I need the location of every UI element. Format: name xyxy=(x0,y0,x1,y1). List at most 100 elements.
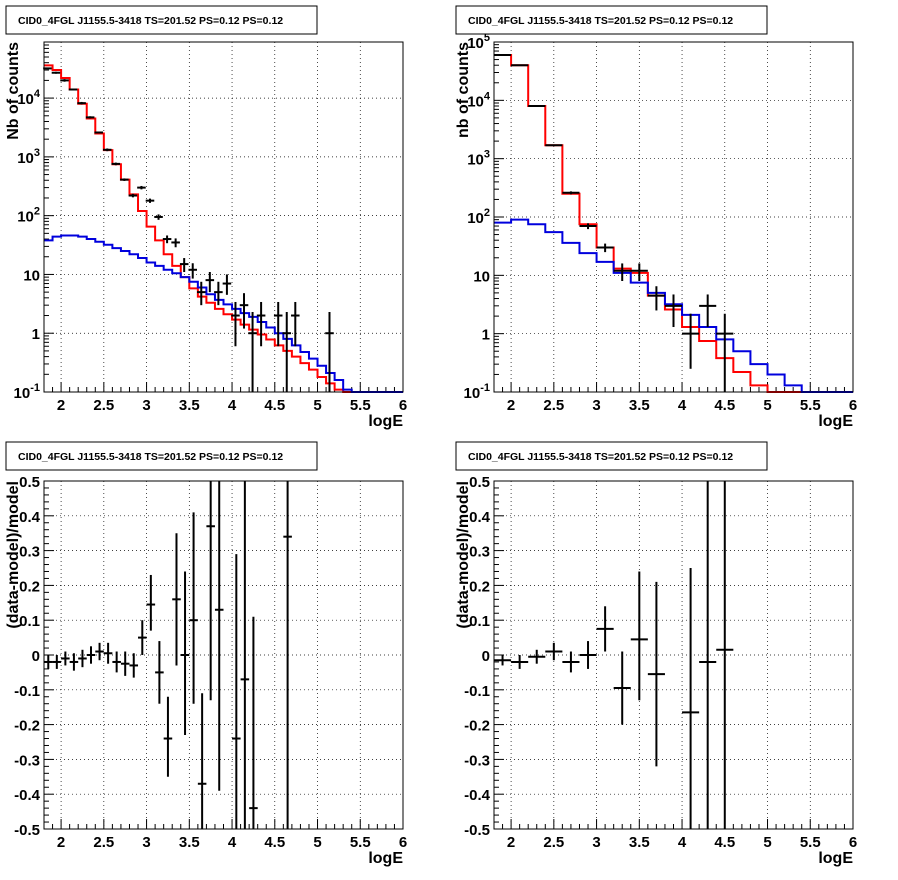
x-tick-label: 5 xyxy=(313,834,321,851)
data-point xyxy=(579,223,597,230)
y-tick-label: 10-1 xyxy=(464,382,490,402)
y-tick-label: 0.4 xyxy=(19,509,41,526)
x-tick-label: 5 xyxy=(313,397,321,414)
y-axis-label: Nb of counts xyxy=(5,42,22,140)
data-point xyxy=(68,88,78,91)
panel-residuals-left: 2 2.5 3 3.5 4 4.5 5 5.5 6 -0.5 -0.4 -0.3 -0.2 -0.1 0 0.… xyxy=(5,441,407,867)
data-point xyxy=(545,144,563,147)
data-point xyxy=(630,263,648,281)
data-point xyxy=(154,214,163,220)
data-point xyxy=(528,649,546,664)
y-tick-label: -0.3 xyxy=(14,752,40,769)
x-tick-label: 2 xyxy=(57,397,65,414)
data-point xyxy=(77,101,86,105)
y-tick-label: 102 xyxy=(467,207,490,227)
data-point xyxy=(214,281,223,306)
title-box xyxy=(5,441,318,471)
y-tick-label: 0.3 xyxy=(19,544,40,561)
x-axis-label: logE xyxy=(818,413,853,430)
x-tick-label: 4.5 xyxy=(714,834,735,851)
data-point xyxy=(222,274,232,295)
data-point xyxy=(95,642,104,661)
panel-counts-right: 2 2.5 3 3.5 4 4.5 5 5.5 6 10-1 1 10 102 103 104 105 logE… xyxy=(455,5,857,430)
x-tick-label: 4 xyxy=(228,397,237,414)
data-point xyxy=(214,481,224,791)
data-point xyxy=(69,653,79,671)
y-tick-label: 105 xyxy=(467,32,490,52)
data-point xyxy=(155,641,164,704)
data-point xyxy=(120,178,129,181)
y-axis-label: (data-model)/model xyxy=(5,481,22,629)
y-tick-label: 0.2 xyxy=(19,578,40,595)
data-point xyxy=(128,193,138,198)
data-point xyxy=(511,64,529,67)
data-point xyxy=(716,313,734,392)
x-tick-label: 6 xyxy=(849,834,857,851)
y-tick-label: 0.5 xyxy=(469,474,490,491)
chart-title: CID0_4FGL J1155.5-3418 TS=201.52 PS=0.12… xyxy=(468,451,733,463)
y-tick-label: -0.5 xyxy=(14,822,40,839)
y-tick-label: 10 xyxy=(473,268,490,285)
y-tick-label: -0.2 xyxy=(14,718,40,735)
data-point xyxy=(562,651,580,673)
data-point xyxy=(146,574,156,631)
plot-frame xyxy=(43,480,404,830)
x-tick-label: 2 xyxy=(57,834,65,851)
data-point xyxy=(647,581,665,767)
x-tick-label: 2.5 xyxy=(93,834,114,851)
y-tick-label: 0.2 xyxy=(469,578,490,595)
plot-frame xyxy=(43,41,404,393)
plot-frame xyxy=(493,41,854,393)
y-tick-label: 102 xyxy=(17,206,40,226)
histogram-series-1 xyxy=(44,234,403,393)
data-point xyxy=(137,185,146,190)
data-point xyxy=(180,571,190,736)
x-tick-label: 4.5 xyxy=(264,397,285,414)
data-point xyxy=(111,162,121,166)
x-tick-label: 4 xyxy=(228,834,237,851)
histogram-series-0 xyxy=(44,64,403,393)
data-point xyxy=(43,67,52,70)
y-tick-label: 0.1 xyxy=(19,613,40,630)
y-tick-label: 0.3 xyxy=(469,544,490,561)
data-point xyxy=(682,568,700,829)
data-point xyxy=(129,653,139,678)
data-point xyxy=(613,651,631,725)
data-point xyxy=(197,693,207,829)
data-point xyxy=(189,512,198,704)
data-point xyxy=(102,148,112,152)
x-axis-label: logE xyxy=(818,850,853,867)
y-tick-label: 1 xyxy=(482,327,490,344)
title-box xyxy=(5,5,318,35)
y-tick-label: 104 xyxy=(467,90,491,110)
panel-counts-left: 2 2.5 3 3.5 4 4.5 5 5.5 6 10-1 1 10 102 103 104 logE Nb … xyxy=(5,5,407,430)
data-point xyxy=(596,243,614,253)
y-tick-label: -0.1 xyxy=(464,683,490,700)
x-tick-label: 2.5 xyxy=(543,834,564,851)
data-point xyxy=(283,481,292,829)
x-tick-label: 4.5 xyxy=(264,834,285,851)
x-tick-label: 5.5 xyxy=(350,834,371,851)
x-tick-label: 4 xyxy=(678,397,687,414)
data-point xyxy=(291,301,300,347)
x-tick-label: 3 xyxy=(592,397,600,414)
data-point xyxy=(596,606,614,652)
y-tick-label: 0 xyxy=(482,648,490,665)
x-tick-label: 3.5 xyxy=(179,834,200,851)
data-point xyxy=(163,696,173,777)
y-tick-label: 0.1 xyxy=(469,613,490,630)
data-point xyxy=(120,651,130,676)
y-tick-label: 0 xyxy=(32,648,40,665)
data-point xyxy=(248,311,257,392)
data-point xyxy=(85,116,95,119)
y-tick-label: 10-1 xyxy=(14,382,40,402)
data-point xyxy=(630,571,648,701)
data-point xyxy=(664,294,683,328)
y-axis-label: (data-model)/model xyxy=(455,481,472,629)
y-tick-label: -0.1 xyxy=(14,683,40,700)
data-point xyxy=(579,641,597,669)
chart-title: CID0_4FGL J1155.5-3418 TS=201.52 PS=0.12… xyxy=(18,15,283,27)
data-point xyxy=(511,655,529,669)
data-point xyxy=(197,281,206,306)
data-point xyxy=(145,198,155,203)
